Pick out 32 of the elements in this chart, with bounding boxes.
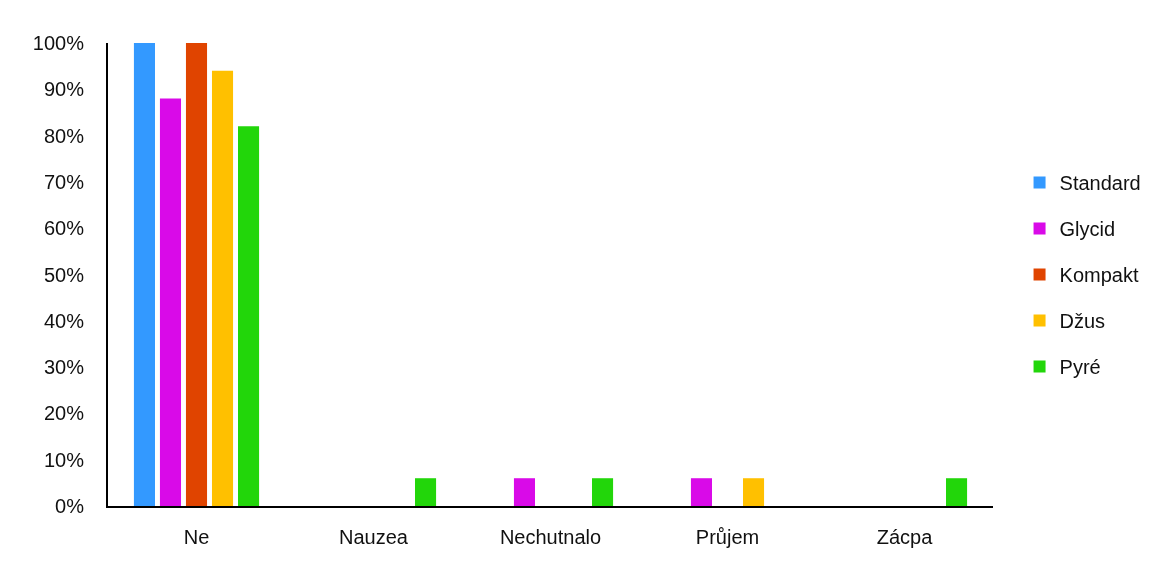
legend-label: Džus [1059, 310, 1106, 333]
bar [592, 478, 614, 506]
y-tick-label: 70% [43, 170, 85, 193]
y-tick-label: 0% [55, 495, 85, 517]
x-tick-label: Nauzea [339, 526, 409, 548]
x-tick-label: Zácpa [876, 526, 934, 548]
bar [238, 126, 260, 506]
bar [513, 478, 536, 506]
x-tick-label: Průjem [695, 526, 760, 548]
x-tick-label: Ne [183, 526, 210, 548]
y-tick-label: 30% [43, 356, 85, 379]
y-tick-label: 10% [43, 448, 85, 471]
bar [185, 43, 208, 506]
y-tick-label: 20% [43, 402, 85, 425]
bar [159, 98, 182, 506]
bar [690, 478, 713, 506]
y-tick-label: 80% [43, 124, 85, 147]
bar [742, 478, 765, 506]
bar [133, 43, 155, 506]
bar [211, 70, 234, 506]
legend-label: Pyré [1059, 356, 1101, 379]
legend-label: Kompakt [1059, 264, 1139, 287]
legend-label: Glycid [1059, 218, 1116, 241]
bar [415, 478, 437, 506]
y-tick-label: 40% [43, 309, 85, 332]
y-tick-label: 90% [43, 78, 85, 101]
y-tick-label: 100% [32, 32, 85, 54]
legend-label: Standard [1059, 172, 1141, 195]
y-tick-label: 60% [43, 217, 85, 240]
bar [946, 478, 968, 506]
y-tick-label: 50% [43, 263, 85, 286]
x-tick-label: Nechutnalo [499, 526, 602, 548]
